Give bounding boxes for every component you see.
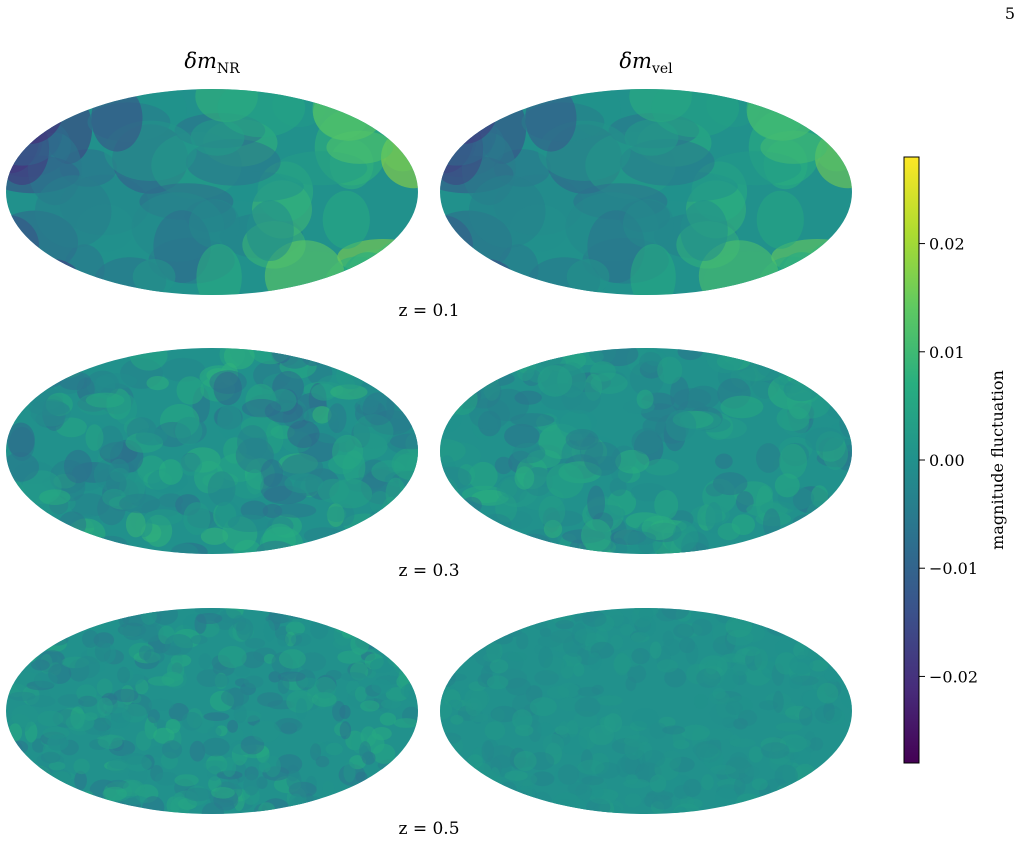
page-number: 5 — [1005, 4, 1015, 23]
colorbar-tick-label: −0.01 — [929, 559, 978, 578]
column-title-nr: δmNR — [184, 49, 240, 77]
row-label-z01: z = 0.1 — [398, 301, 459, 321]
colorbar-label: magnitude fluctuation — [988, 370, 1007, 550]
colorbar-tick-label: 0.00 — [929, 451, 965, 470]
colorbar-tick-label: −0.02 — [929, 667, 978, 686]
colorbar-gradient — [903, 156, 920, 764]
sky-map-nr-05 — [6, 608, 418, 814]
sky-map-nr-03 — [6, 348, 418, 554]
column-title-vel: δmvel — [619, 49, 673, 77]
row-label-z05: z = 0.5 — [398, 819, 459, 839]
colorbar-ticks: 0.02 0.01 0.00 −0.01 −0.02 — [919, 235, 978, 686]
sky-map-vel-03 — [440, 348, 852, 554]
sky-map-vel-01 — [440, 89, 852, 295]
colorbar: 0.02 0.01 0.00 −0.01 −0.02 magnitude fluctua… — [903, 156, 1007, 764]
sky-map-panels — [6, 89, 852, 814]
row-label-z03: z = 0.3 — [398, 561, 459, 581]
colorbar-tick-label: 0.01 — [929, 343, 965, 362]
sky-map-nr-01 — [6, 89, 418, 295]
colorbar-tick-label: 0.02 — [929, 235, 965, 254]
sky-map-vel-05 — [440, 608, 852, 814]
